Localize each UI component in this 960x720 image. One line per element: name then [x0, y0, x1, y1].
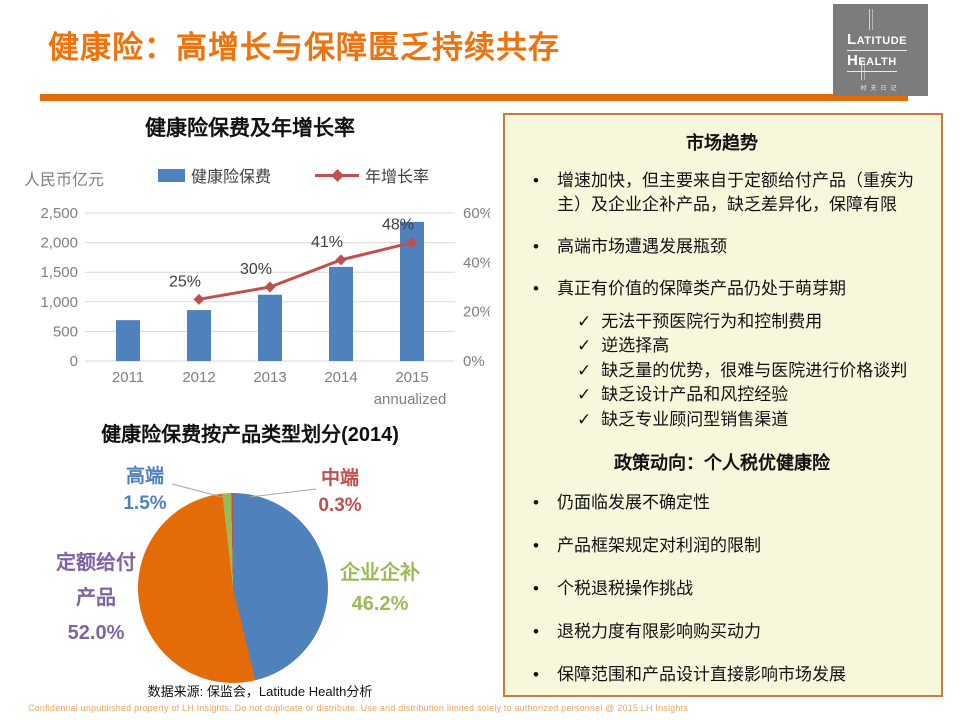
svg-text:2013: 2013 — [253, 369, 286, 386]
check-icon: ✓ — [577, 360, 592, 380]
svg-text:30%: 30% — [240, 261, 272, 278]
policy-bullet: 个税退税操作挑战 — [521, 577, 923, 601]
trend-bullet: 增速加快，但主要来自于定额给付产品（重疾为主）及企业企补产品，缺乏差异化，保障有… — [521, 169, 923, 217]
panel-heading-trends: 市场趋势 — [686, 133, 758, 153]
pie-label-pct: 0.3% — [318, 495, 362, 516]
check-icon: ✓ — [577, 311, 592, 331]
svg-text:48%: 48% — [382, 217, 414, 234]
bullet-text: 退税力度有限影响购买动力 — [557, 622, 761, 642]
callout-line-gaoduan — [171, 483, 227, 499]
latitude-health-logo: Latitude Health 村夫日记 — [833, 4, 928, 96]
pie-label-dinge-jifu: 定额给付 产品 52.0% — [46, 546, 146, 651]
pie-label-zhongduan: 中端 0.3% — [303, 465, 377, 519]
svg-text:0: 0 — [70, 353, 78, 370]
trend-bullet: 真正有价值的保障类产品仍处于萌芽期 — [521, 277, 923, 301]
policy-bullet: 保障范围和产品设计直接影响市场发展 — [521, 663, 923, 687]
pie-chart — [138, 493, 328, 683]
logo-decoration-line — [861, 62, 862, 80]
svg-text:40%: 40% — [463, 254, 490, 271]
check-text: 缺乏设计产品和风控经验 — [601, 385, 789, 405]
svg-text:1,500: 1,500 — [40, 264, 78, 281]
pie-label-gaoduan: 高端 1.5% — [103, 463, 187, 517]
pie-label-pct: 1.5% — [123, 493, 167, 514]
bullet-text: 仍面临发展不确定性 — [557, 492, 710, 512]
svg-text:2,000: 2,000 — [40, 235, 78, 252]
pie-label-name: 定额给付 — [56, 552, 136, 574]
pie-label-name: 企业企补 — [340, 562, 420, 584]
policy-bullet: 产品框架规定对利润的限制 — [521, 534, 923, 558]
svg-text:500: 500 — [53, 323, 78, 340]
page-title: 健康险：高增长与保障匮乏持续共存 — [48, 30, 560, 65]
annualized-note: annualized — [373, 391, 447, 408]
bar-chart-unit-label: 人民币亿元 — [24, 172, 105, 189]
check-icon: ✓ — [577, 385, 592, 405]
check-text: 缺乏专业顾问型销售渠道 — [601, 410, 789, 430]
premium-series-label: 健康险保费 — [191, 169, 272, 186]
logo-decoration-line — [869, 9, 870, 30]
logo-word-latitude: Latitude — [847, 30, 908, 51]
policy-bullet-list: 仍面临发展不确定性 产品框架规定对利润的限制 个税退税操作挑战 退税力度有限影响… — [521, 491, 923, 688]
bar-chart-title: 健康险保费及年增长率 — [145, 117, 355, 140]
logo-caption: 村夫日记 — [860, 86, 901, 92]
svg-text:41%: 41% — [311, 234, 343, 251]
svg-text:2014: 2014 — [324, 369, 357, 386]
bar-chart-legend: 健康险保费 年增长率 — [158, 163, 429, 187]
pie-callout-lines — [171, 483, 317, 499]
trend-bullet: 高端市场遭遇发展瓶颈 — [521, 235, 923, 259]
svg-text:0%: 0% — [463, 353, 485, 370]
check-item: ✓ 无法干预医院行为和控制费用 — [577, 310, 923, 335]
premium-series-swatch — [158, 168, 185, 182]
confidentiality-notice: Confidential unpublished property of LH … — [28, 703, 688, 713]
logo-word-health: Health — [847, 51, 897, 72]
callout-line-zhongduan — [249, 488, 317, 498]
data-source: 数据来源: 保监会，Latitude Health分析 — [147, 684, 373, 699]
trend-bullet-list: 增速加快，但主要来自于定额给付产品（重疾为主）及企业企补产品，缺乏差异化，保障有… — [521, 169, 923, 302]
check-text: 逆选择高 — [601, 336, 670, 356]
market-trends-panel: 市场趋势 增速加快，但主要来自于定额给付产品（重疾为主）及企业企补产品，缺乏差异… — [503, 113, 943, 697]
pie-label-pct: 52.0% — [67, 622, 125, 644]
check-text: 缺乏量的优势，很难与医院进行价格谈判 — [601, 360, 908, 380]
check-icon: ✓ — [577, 336, 592, 356]
pie-label-name: 产品 — [76, 587, 116, 609]
bullet-text: 高端市场遭遇发展瓶颈 — [557, 237, 727, 257]
policy-bullet: 仍面临发展不确定性 — [521, 491, 923, 515]
pie-label-name: 高端 — [125, 466, 164, 487]
check-list: ✓ 无法干预医院行为和控制费用 ✓ 逆选择高 ✓ 缺乏量的优势，很难与医院进行价格谈判… — [521, 310, 923, 433]
svg-text:25%: 25% — [169, 273, 201, 290]
bullet-text: 增速加快，但主要来自于定额给付产品（重疾为主）及企业企补产品，缺乏差异化，保障有… — [557, 171, 914, 215]
bullet-text: 产品框架规定对利润的限制 — [557, 535, 761, 555]
pie-label-qiye-qibu: 企业企补 46.2% — [330, 558, 430, 620]
legend-item-growth: 年增长率 — [315, 163, 429, 187]
svg-text:2012: 2012 — [182, 369, 215, 386]
svg-text:2,500: 2,500 — [40, 205, 78, 222]
check-item: ✓ 缺乏量的优势，很难与医院进行价格谈判 — [577, 359, 923, 384]
title-rule — [40, 94, 908, 101]
legend-item-premium: 健康险保费 — [158, 163, 271, 187]
growth-series-marker — [315, 168, 360, 182]
growth-series-label: 年增长率 — [365, 169, 430, 186]
svg-text:1,000: 1,000 — [40, 294, 78, 311]
check-text: 无法干预医院行为和控制费用 — [601, 311, 823, 331]
svg-text:2015: 2015 — [395, 369, 428, 386]
svg-text:60%: 60% — [463, 205, 490, 222]
check-item: ✓ 缺乏设计产品和风控经验 — [577, 383, 923, 408]
bullet-text: 个税退税操作挑战 — [557, 578, 693, 598]
premium-growth-chart: 0 500 1,000 1,500 2,000 2,500 0% 20% 40% 60% 2011 2… — [40, 205, 490, 386]
bullet-text: 保障范围和产品设计直接影响市场发展 — [557, 665, 846, 685]
svg-text:2011: 2011 — [112, 369, 144, 386]
pie-label-pct: 46.2% — [351, 593, 409, 615]
pie-label-name: 中端 — [320, 468, 359, 489]
pie-chart-title: 健康险保费按产品类型划分(2014) — [101, 424, 399, 446]
check-icon: ✓ — [577, 410, 592, 430]
panel-heading-policy: 政策动向：个人税优健康险 — [614, 452, 830, 473]
svg-text:20%: 20% — [463, 304, 490, 321]
check-item: ✓ 缺乏专业顾问型销售渠道 — [577, 408, 923, 433]
policy-bullet: 退税力度有限影响购买动力 — [521, 620, 923, 644]
bullet-text: 真正有价值的保障类产品仍处于萌芽期 — [557, 279, 846, 299]
check-item: ✓ 逆选择高 — [577, 334, 923, 359]
